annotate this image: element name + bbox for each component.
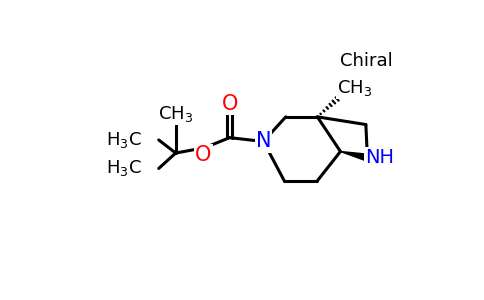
Polygon shape (340, 152, 368, 161)
Text: O: O (195, 145, 212, 165)
Text: H$_3$C: H$_3$C (106, 130, 142, 150)
Text: O: O (221, 94, 238, 114)
Text: NH: NH (365, 148, 394, 167)
Text: CH$_3$: CH$_3$ (158, 104, 193, 124)
Text: CH$_3$: CH$_3$ (337, 78, 372, 98)
Text: Chiral: Chiral (340, 52, 393, 70)
Text: N: N (256, 131, 271, 152)
Text: H$_3$C: H$_3$C (106, 158, 142, 178)
